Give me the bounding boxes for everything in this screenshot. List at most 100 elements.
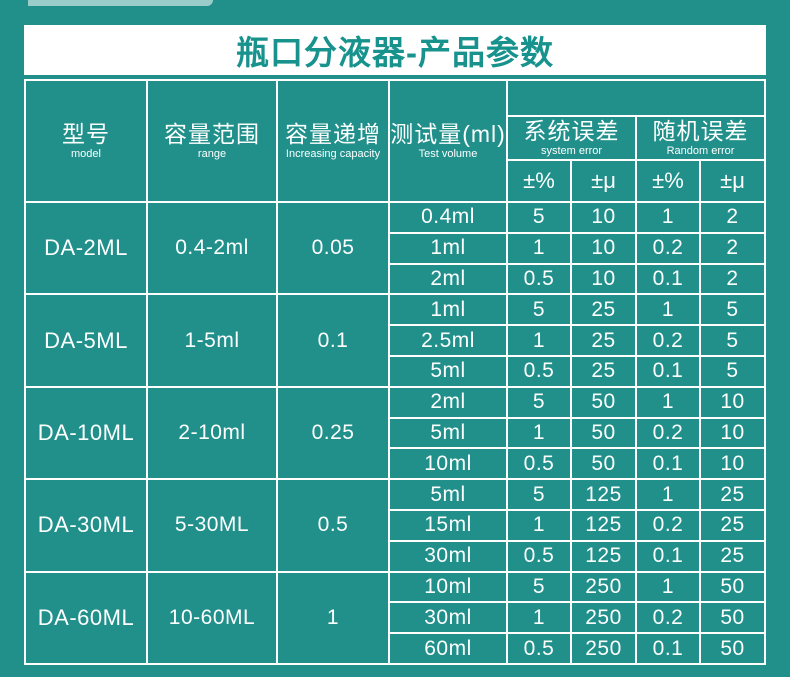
rnd-mu-cell: 50 [699,570,766,604]
sys-pct-cell: 0.5 [506,447,572,481]
range-cell: 0.4-2ml [146,200,278,296]
rnd-mu-cell: 25 [699,478,766,511]
rnd-mu-cell: 2 [699,201,766,234]
random-error-en-label: Random error [666,145,735,158]
cutoff-section-remnant [28,0,213,6]
subheader-sys-mu: ±μ [570,159,637,203]
sys-mu-cell: 50 [570,447,637,481]
sys-pct-cell: 5 [506,570,572,604]
header-cell-random-error: 随机误差 Random error [635,115,766,161]
sys-mu-cell: 125 [570,539,637,573]
model-cell: DA-10ML [24,385,148,481]
rnd-pct-cell: 0.1 [635,262,701,296]
rnd-pct-cell: 0.1 [635,354,701,388]
header-cell-system-error: 系统误差 system error [506,115,637,161]
rnd-mu-cell: 10 [699,416,766,450]
volume-cell: 60ml [388,632,508,665]
rnd-mu-cell: 2 [699,231,766,265]
rnd-pct-cell: 0.2 [635,324,701,357]
system-error-zh-label: 系统误差 [523,117,620,144]
rnd-pct-cell: 0.2 [635,231,701,265]
sys-mu-cell: 25 [570,324,637,357]
volume-cell: 1ml [388,293,508,327]
model-cell: DA-5ML [24,293,148,388]
rnd-mu-cell: 10 [699,447,766,481]
rnd-pct-cell: 0.2 [635,508,701,542]
sys-pct-cell: 0.5 [506,632,572,665]
rnd-pct-cell: 0.1 [635,539,701,573]
sys-mu-cell: 250 [570,601,637,635]
volume-cell: 0.4ml [388,201,508,234]
sys-mu-cell: 10 [570,201,637,234]
header-cell-increment: 容量递增 Increasing capacity [276,79,390,203]
sys-pct-cell: 5 [506,201,572,234]
range-cell: 1-5ml [146,293,278,388]
rnd-pct-cell: 1 [635,201,701,234]
range-en-label: range [197,148,227,161]
rnd-mu-cell: 25 [699,508,766,542]
rnd-pct-cell: 0.2 [635,416,701,450]
rnd-pct-cell: 0.1 [635,632,701,665]
sys-pct-cell: 1 [506,416,572,450]
page-title: 瓶口分液器-产品参数 [236,34,554,71]
sys-pct-cell: 0.5 [506,539,572,573]
header-cell-range: 容量范围 range [146,79,278,203]
sys-mu-cell: 50 [570,416,637,450]
rnd-pct-cell: 0.2 [635,601,701,635]
sys-mu-cell: 250 [570,632,637,665]
sys-pct-cell: 0.5 [506,354,572,388]
rnd-pct-cell: 1 [635,293,701,327]
subheader-sys-percent: ±% [506,159,572,203]
increment-cell: 0.1 [276,293,390,388]
rnd-mu-cell: 50 [699,632,766,665]
sys-mu-cell: 125 [570,478,637,511]
volume-cell: 2ml [388,262,508,296]
volume-cell: 15ml [388,508,508,542]
sys-pct-cell: 1 [506,601,572,635]
range-cell: 2-10ml [146,385,278,481]
volume-cell: 5ml [388,354,508,388]
increment-en-label: Increasing capacity [285,148,381,161]
volume-cell: 30ml [388,601,508,635]
volume-cell: 1ml [388,231,508,265]
spec-table: 型号 model 容量范围 range 容量递增 Increasing capa… [24,79,766,665]
sys-mu-cell: 25 [570,354,637,388]
model-en-label: model [71,148,101,161]
increment-cell: 0.25 [276,385,390,481]
subheader-rnd-mu: ±μ [699,159,766,203]
increment-cell: 0.05 [276,200,390,296]
rnd-mu-cell: 25 [699,539,766,573]
volume-cell: 10ml [388,570,508,604]
subheader-rnd-percent: ±% [635,159,701,203]
sys-pct-cell: 1 [506,324,572,357]
random-error-zh-label: 随机误差 [652,117,749,144]
sys-mu-cell: 10 [570,262,637,296]
sys-pct-cell: 0.5 [506,262,572,296]
rnd-pct-cell: 1 [635,570,701,604]
title-band: 瓶口分液器-产品参数 [24,25,766,75]
model-cell: DA-2ML [24,200,148,296]
rnd-pct-cell: 0.1 [635,447,701,481]
increment-cell: 0.5 [276,478,390,573]
sys-pct-cell: 5 [506,293,572,327]
sys-pct-cell: 5 [506,478,572,511]
header-cell-model: 型号 model [24,79,148,203]
sys-pct-cell: 1 [506,508,572,542]
volume-cell: 5ml [388,478,508,511]
rnd-mu-cell: 5 [699,354,766,388]
system-error-en-label: system error [540,145,603,158]
sys-mu-cell: 125 [570,508,637,542]
sys-mu-cell: 50 [570,385,637,419]
sys-mu-cell: 250 [570,570,637,604]
rnd-pct-cell: 1 [635,385,701,419]
volume-cell: 30ml [388,539,508,573]
rnd-mu-cell: 10 [699,385,766,419]
sys-pct-cell: 1 [506,231,572,265]
rnd-mu-cell: 2 [699,262,766,296]
sys-pct-cell: 5 [506,385,572,419]
model-cell: DA-60ML [24,570,148,665]
rnd-mu-cell: 50 [699,601,766,635]
volume-cell: 5ml [388,416,508,450]
rnd-mu-cell: 5 [699,293,766,327]
